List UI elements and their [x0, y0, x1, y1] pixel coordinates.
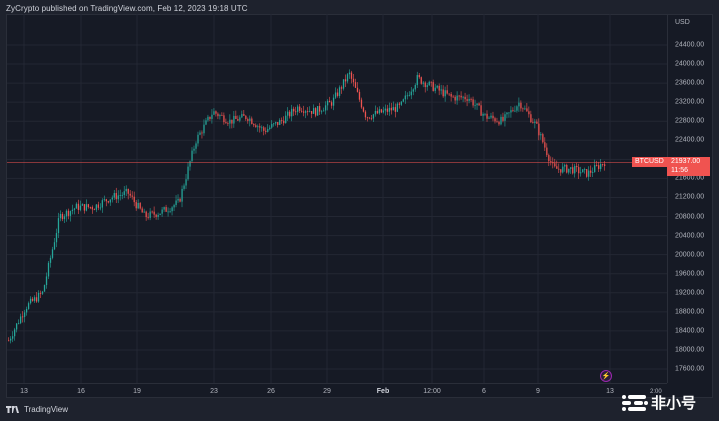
- price-axis-unit: USD: [675, 19, 690, 26]
- time-axis-partial-label: 2:00: [650, 389, 662, 395]
- time-axis-label: 12:00: [423, 388, 441, 395]
- tradingview-brand[interactable]: TradingView: [6, 405, 68, 414]
- symbol-tag: BTCUSD: [632, 157, 667, 167]
- price-axis-label: 24000.00: [675, 60, 705, 68]
- time-axis-label: 13: [20, 388, 28, 395]
- price-chart-plot[interactable]: [7, 14, 667, 383]
- price-axis-label: 18400.00: [675, 327, 705, 335]
- price-axis-label: 24400.00: [675, 41, 705, 49]
- chart-panel: [6, 14, 713, 398]
- time-axis-label: 26: [267, 388, 275, 395]
- watermark-text: 非小号: [651, 395, 697, 412]
- watermark: 非小号: [622, 392, 696, 413]
- price-axis-label: 18800.00: [675, 308, 705, 316]
- feixiaohao-logo-icon: [622, 394, 648, 411]
- price-axis-label: 20800.00: [675, 213, 705, 221]
- price-axis-label: 22400.00: [675, 136, 705, 144]
- tradingview-logo-icon: [6, 406, 19, 413]
- price-axis-label: 23600.00: [675, 79, 705, 87]
- time-axis-label: 6: [482, 388, 486, 395]
- time-axis-label: Feb: [376, 388, 390, 395]
- time-axis[interactable]: 13 16 19 23 26 29 Feb 12:00 6 9 13: [7, 383, 667, 398]
- time-axis-label: 16: [77, 388, 85, 395]
- price-axis-label: 20000.00: [675, 251, 705, 259]
- price-axis-label: 17600.00: [675, 365, 705, 373]
- footer: TradingView: [0, 398, 719, 421]
- price-axis[interactable]: USD 24400.00 24000.00 23600.00 23200.00 2280…: [667, 14, 713, 383]
- price-axis-label: 22800.00: [675, 117, 705, 125]
- price-axis-label: 21600.00: [675, 174, 705, 182]
- price-axis-label: 23200.00: [675, 98, 705, 106]
- time-axis-label: 23: [210, 388, 218, 395]
- time-axis-label: 9: [536, 388, 540, 395]
- publish-info: ZyCrypto published on TradingView.com, F…: [6, 4, 248, 13]
- candle-countdown: 11:56: [671, 167, 688, 174]
- time-axis-label: 29: [323, 388, 331, 395]
- lightning-icon[interactable]: ⚡: [600, 370, 612, 382]
- current-price-tag: 21937.00 11:56: [667, 157, 710, 176]
- brand-name: TradingView: [24, 405, 69, 414]
- price-axis-label: 19200.00: [675, 289, 705, 297]
- price-axis-label: 18000.00: [675, 346, 705, 354]
- price-axis-label: 21200.00: [675, 193, 705, 201]
- price-axis-label: 20400.00: [675, 232, 705, 240]
- price-axis-label: 19600.00: [675, 270, 705, 278]
- time-axis-label: 19: [133, 388, 141, 395]
- time-axis-label: 13: [606, 388, 614, 395]
- current-price-value: 21937.00: [671, 158, 701, 165]
